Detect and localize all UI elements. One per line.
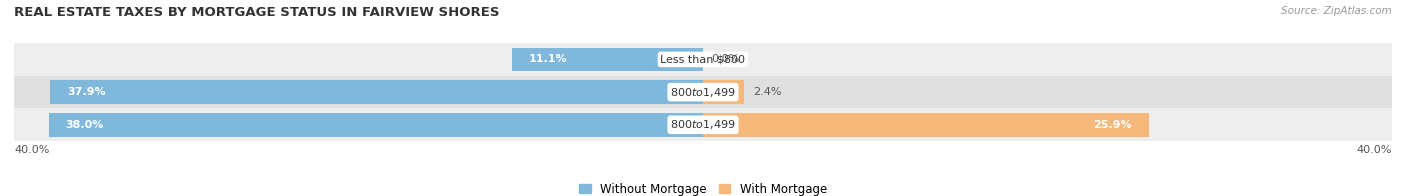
Text: 25.9%: 25.9% xyxy=(1094,120,1132,130)
Text: REAL ESTATE TAXES BY MORTGAGE STATUS IN FAIRVIEW SHORES: REAL ESTATE TAXES BY MORTGAGE STATUS IN … xyxy=(14,6,499,19)
Text: 11.1%: 11.1% xyxy=(529,54,568,64)
Bar xyxy=(51,80,703,104)
Bar xyxy=(703,113,1149,137)
Bar xyxy=(512,48,703,71)
Text: Less than $800: Less than $800 xyxy=(661,54,745,64)
Text: 2.4%: 2.4% xyxy=(754,87,782,97)
Text: $800 to $1,499: $800 to $1,499 xyxy=(671,86,735,99)
Text: 40.0%: 40.0% xyxy=(14,145,49,155)
Text: Source: ZipAtlas.com: Source: ZipAtlas.com xyxy=(1281,6,1392,16)
Bar xyxy=(14,43,1392,76)
Legend: Without Mortgage, With Mortgage: Without Mortgage, With Mortgage xyxy=(579,183,827,196)
Bar xyxy=(14,76,1392,108)
Bar xyxy=(14,108,1392,141)
Bar xyxy=(703,80,744,104)
Text: 0.0%: 0.0% xyxy=(711,54,740,64)
Text: 40.0%: 40.0% xyxy=(1357,145,1392,155)
Text: 38.0%: 38.0% xyxy=(66,120,104,130)
Bar xyxy=(48,113,703,137)
Text: 37.9%: 37.9% xyxy=(67,87,105,97)
Text: $800 to $1,499: $800 to $1,499 xyxy=(671,118,735,131)
